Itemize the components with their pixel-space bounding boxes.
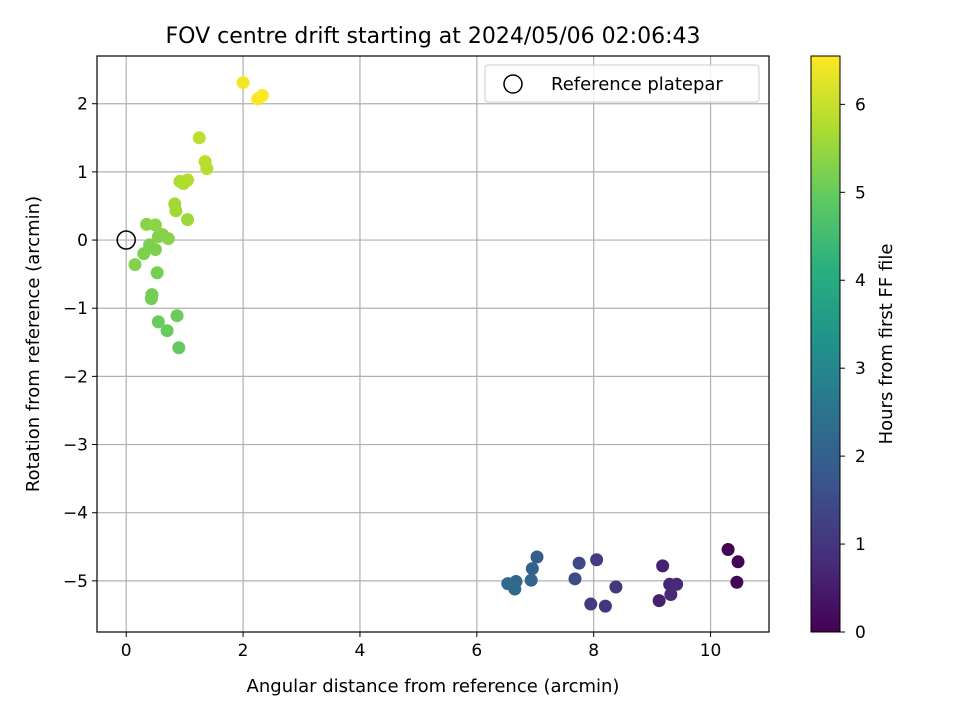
- data-point: [501, 577, 515, 591]
- x-tick-label: 8: [588, 641, 599, 661]
- data-point: [148, 218, 162, 232]
- chart-title: FOV centre drift starting at 2024/05/06 …: [166, 24, 701, 49]
- data-point: [168, 197, 182, 211]
- x-axis-label: Angular distance from reference (arcmin): [247, 676, 620, 697]
- data-point: [151, 315, 165, 329]
- data-point: [664, 588, 678, 602]
- data-point: [568, 572, 582, 586]
- y-tick-label: 0: [77, 231, 88, 251]
- x-tick-label: 6: [471, 641, 482, 661]
- colorbar-tick-label: 3: [855, 359, 866, 379]
- data-point: [198, 155, 212, 169]
- data-point: [656, 559, 670, 573]
- colorbar-tick-label: 6: [855, 95, 866, 115]
- colorbar-ticks: 0 1 2 3 4 5 6: [840, 95, 866, 643]
- x-tick-label: 10: [700, 641, 722, 661]
- data-point: [192, 131, 206, 145]
- data-point: [255, 89, 269, 103]
- data-point: [181, 173, 195, 187]
- y-tick-label: 1: [77, 163, 88, 183]
- data-point: [731, 555, 745, 569]
- data-point: [150, 266, 164, 280]
- colorbar-tick-label: 1: [855, 535, 866, 555]
- data-point: [721, 543, 735, 557]
- colorbar-tick-label: 5: [855, 183, 866, 203]
- colorbar-tick-label: 4: [855, 271, 866, 291]
- y-tick-label: 2: [77, 95, 88, 115]
- data-point: [172, 341, 186, 355]
- data-point: [524, 573, 538, 587]
- data-point: [525, 562, 539, 576]
- legend-open-circle-icon: [503, 74, 523, 94]
- y-tick-label: −1: [63, 299, 88, 319]
- reference-platepar-marker: [116, 230, 136, 250]
- y-axis-label: Rotation from reference (arcmin): [23, 196, 44, 492]
- x-tick-label: 0: [121, 641, 132, 661]
- data-point: [730, 575, 744, 589]
- data-point: [128, 258, 142, 272]
- colorbar-tick-label: 2: [855, 447, 866, 467]
- data-point: [236, 76, 250, 90]
- legend-label: Reference platepar: [551, 74, 723, 95]
- y-tick-label: −4: [63, 504, 88, 524]
- data-point: [584, 597, 598, 611]
- data-point: [572, 556, 586, 570]
- y-tick-label: −3: [63, 436, 88, 456]
- x-axis-ticks: 0 2 4 6 8 10: [121, 632, 722, 661]
- data-point: [170, 309, 184, 323]
- plot-frame: [96, 55, 770, 633]
- data-point: [590, 553, 604, 567]
- colorbar-label: Hours from first FF file: [876, 244, 897, 445]
- data-points: [128, 76, 745, 613]
- data-point: [148, 243, 162, 257]
- data-point: [609, 580, 623, 594]
- data-point: [530, 550, 544, 564]
- y-axis-ticks: −5 −4 −3 −2 −1 0 1 2: [63, 95, 97, 592]
- data-point: [155, 228, 169, 242]
- data-point: [652, 594, 666, 608]
- y-tick-label: −2: [63, 367, 88, 387]
- legend: Reference platepar: [484, 64, 760, 103]
- data-point: [160, 324, 174, 338]
- grid: [97, 56, 769, 632]
- colorbar-tick-label: 0: [855, 623, 866, 643]
- data-point: [670, 577, 684, 591]
- data-point: [181, 213, 195, 227]
- data-point: [598, 599, 612, 613]
- y-tick-label: −5: [63, 572, 88, 592]
- x-tick-label: 4: [355, 641, 366, 661]
- legend-box: [484, 64, 760, 103]
- data-point: [145, 288, 159, 302]
- x-tick-label: 2: [238, 641, 249, 661]
- colorbar: [810, 55, 841, 633]
